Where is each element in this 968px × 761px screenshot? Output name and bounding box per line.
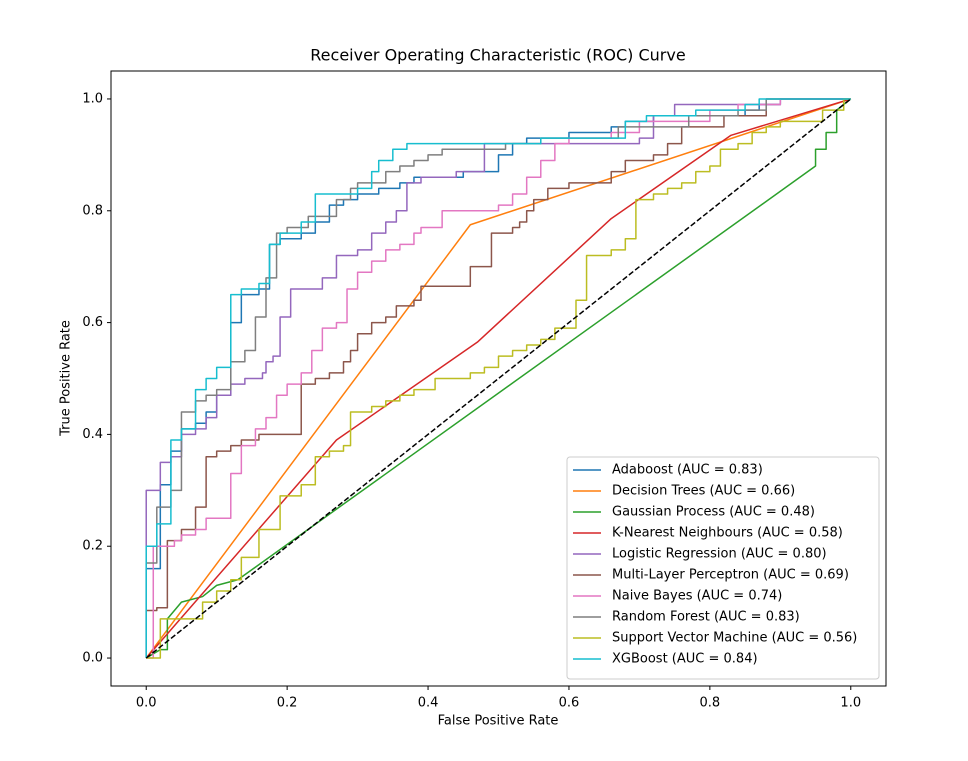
- axes-frame: [110, 70, 887, 687]
- y-tick-label: 0.6: [82, 315, 103, 330]
- plot-lines: [145, 98, 852, 659]
- legend-label: Random Forest (AUC = 0.83): [612, 610, 800, 625]
- roc-curve: [145, 98, 851, 659]
- legend-label: Gaussian Process (AUC = 0.48): [612, 505, 815, 520]
- roc-curve: [145, 98, 851, 659]
- legend-label: Naive Bayes (AUC = 0.74): [612, 589, 782, 604]
- chart-title: Receiver Operating Characteristic (ROC) …: [310, 46, 685, 65]
- x-axis-label: False Positive Rate: [438, 714, 559, 729]
- legend: Adaboost (AUC = 0.83) Decision Trees (AUC…: [566, 456, 880, 680]
- legend-label: Adaboost (AUC = 0.83): [612, 463, 763, 478]
- y-tick-label: 0.4: [82, 427, 103, 442]
- y-axis-label: True Positive Rate: [59, 320, 74, 437]
- legend-box: [566, 456, 880, 680]
- roc-curve: [146, 98, 851, 659]
- y-tick-label: 0.0: [82, 651, 103, 666]
- x-tick-label: 0.2: [277, 696, 298, 711]
- legend-label: Multi-Layer Perceptron (AUC = 0.69): [612, 568, 849, 583]
- x-tick-label: 0.6: [559, 696, 580, 711]
- roc-curve: [145, 98, 851, 659]
- x-tick-label: 0.8: [700, 696, 721, 711]
- x-tick-label: 0.4: [418, 696, 439, 711]
- y-tick-label: 0.8: [82, 203, 103, 218]
- legend-label: K-Nearest Neighbours (AUC = 0.58): [612, 526, 843, 541]
- x-tick-label: 0.0: [136, 696, 157, 711]
- x-tick-label: 1.0: [840, 696, 861, 711]
- legend-label: Logistic Regression (AUC = 0.80): [612, 547, 827, 562]
- roc-curve: [146, 98, 851, 659]
- roc-curve: [145, 98, 851, 659]
- legend-label: Decision Trees (AUC = 0.66): [612, 484, 795, 499]
- legend-label: Support Vector Machine (AUC = 0.56): [612, 631, 857, 646]
- legend-label: XGBoost (AUC = 0.84): [612, 652, 758, 667]
- y-tick-label: 0.2: [82, 539, 103, 554]
- y-tick-label: 1.0: [82, 91, 103, 106]
